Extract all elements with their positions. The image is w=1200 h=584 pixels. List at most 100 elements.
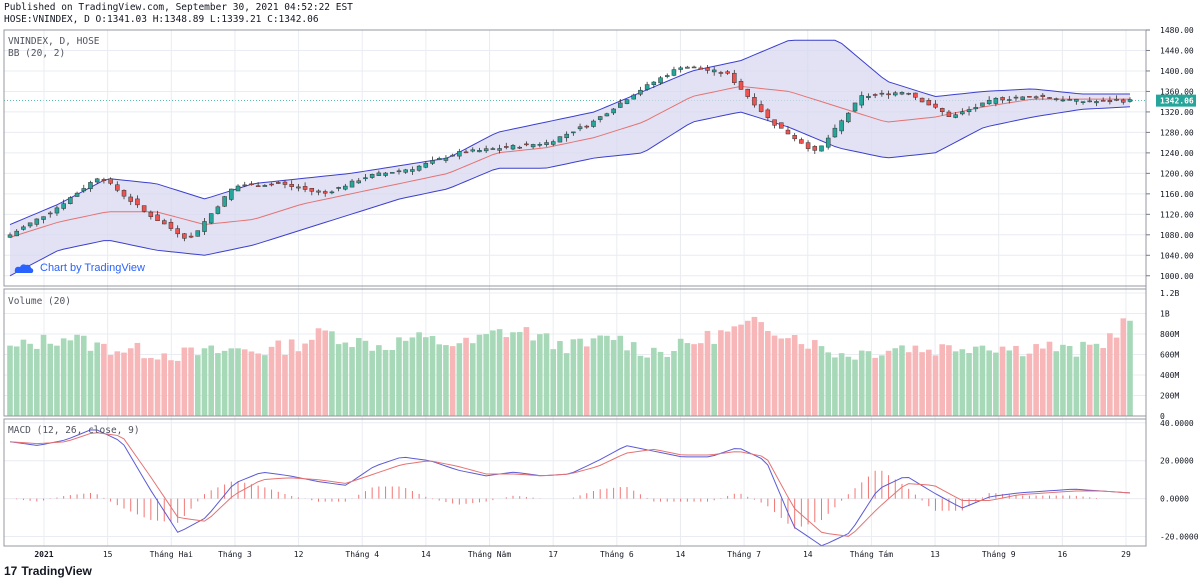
volume-bar [74,334,80,416]
candle-body [182,233,187,239]
x-tick-label: 16 [1058,550,1068,559]
volume-bar [785,338,791,416]
candle-body [1127,99,1133,102]
candle-body [557,136,563,143]
candle-body [490,148,496,150]
candle-body [765,109,771,118]
candle-body [980,102,985,107]
macd-tick-label: 40.0000 [1160,419,1194,428]
volume-tick-label: 1B [1160,310,1170,319]
volume-bar [905,352,912,416]
candle-body [785,129,791,135]
candle-body [416,165,422,171]
candle-body [296,186,301,189]
last-price-label: 1342.06 [1160,97,1194,106]
watermark-text: Chart by TradingView [40,262,145,274]
volume-bar [34,348,40,416]
volume-bar [329,331,335,416]
volume-bar [657,351,664,416]
candle-body [148,211,154,217]
candle-body [61,203,66,209]
candle-body [463,151,469,154]
bb-basis-line [9,85,1130,238]
candle-body [1074,98,1079,102]
volume-bar [87,350,94,416]
volume-bar [402,340,409,416]
macd-tick-label: 20.0000 [1160,457,1194,466]
volume-bar [885,350,892,416]
candle-body [658,77,663,84]
volume-bar [463,337,469,416]
price-tick-label: 1040.00 [1160,251,1194,260]
volume-bar [54,345,60,416]
candle-body [866,95,871,98]
price-tick-label: 1440.00 [1160,46,1194,55]
x-tick-label: Tháng 6 [600,550,634,559]
volume-bar [188,347,194,416]
volume-bar [550,349,557,416]
volume-bar [577,338,583,416]
volume-bar [664,356,671,416]
candle-body [235,185,241,192]
volume-bar [516,332,523,416]
candle-body [54,207,60,214]
volume-bar [423,337,429,416]
volume-bar [624,350,630,416]
candle-body [497,148,502,151]
candle-body [101,179,107,181]
volume-bar [852,359,858,416]
candle-body [383,172,388,176]
volume-bar [1107,333,1113,416]
candle-body [1020,96,1025,100]
candle-body [624,99,630,104]
candle-body [899,92,905,95]
candle-body [651,81,657,86]
bb-upper-line [9,39,1130,226]
tradingview-logo[interactable]: 17 TradingView [4,564,92,578]
volume-bar [1120,318,1127,416]
volume-bar [811,340,818,416]
volume-bar [107,355,114,416]
candle-body [591,120,596,127]
candle-body [678,67,683,70]
x-tick-label: 14 [676,550,686,559]
price-tick-label: 1000.00 [1160,272,1194,281]
volume-bar [798,344,805,416]
volume-bar [684,343,691,416]
volume-bar [510,332,516,416]
chart-watermark[interactable]: Chart by TradingView [14,262,145,274]
candle-body [1087,100,1093,103]
volume-bar [490,330,496,416]
candle-body [504,146,509,148]
volume-bar [47,343,54,416]
candle-body [799,139,804,144]
candle-body [88,182,93,190]
volume-bar [282,354,288,416]
x-tick-label: Tháng 4 [345,550,379,559]
candle-body [886,93,891,96]
candle-body [403,169,408,173]
candle-body [470,149,476,152]
bb-lower-line [9,106,1131,277]
volume-bar [805,348,811,416]
volume-label: Volume (20) [8,296,71,307]
candle-body [711,69,717,73]
volume-bar [825,352,832,416]
volume-bar [778,338,785,416]
x-tick-label: 14 [421,550,431,559]
candle-body [738,81,744,90]
candle-body [638,89,643,95]
volume-bar [879,355,885,416]
volume-bar [1026,353,1033,416]
candle-body [832,127,838,138]
candle-body [369,174,375,178]
volume-bar [872,357,878,416]
candle-body [309,188,315,192]
candle-body [396,170,402,173]
volume-bar [1066,345,1073,416]
candle-body [671,69,677,76]
candle-body [255,185,261,187]
volume-bar [718,330,724,416]
volume-bar [865,351,872,416]
